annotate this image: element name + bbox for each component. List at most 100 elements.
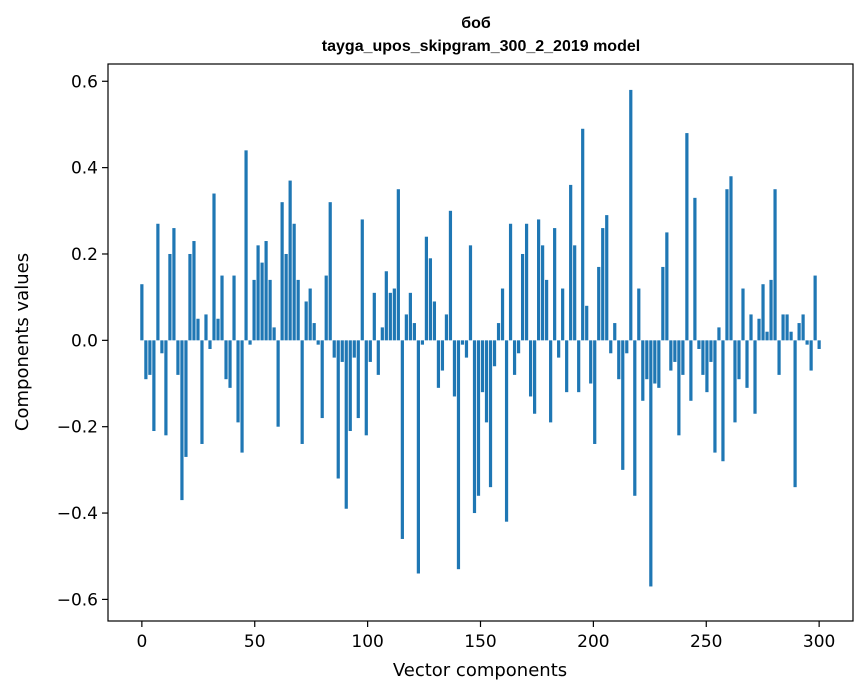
- bar: [641, 340, 645, 401]
- bar: [440, 340, 445, 371]
- bar: [661, 266, 665, 341]
- x-tick-label: 250: [690, 632, 722, 652]
- bar: [188, 253, 192, 341]
- bar: [805, 340, 809, 345]
- bar: [713, 340, 717, 453]
- bar: [284, 253, 288, 341]
- bar: [801, 314, 805, 341]
- bar: [605, 215, 609, 341]
- plot-frame: [107, 63, 854, 622]
- bar: [192, 241, 196, 341]
- bar: [701, 340, 705, 375]
- x-tick-label: 0: [136, 632, 147, 652]
- bar: [593, 340, 597, 444]
- x-axis-label: Vector components: [393, 660, 567, 681]
- bar: [705, 340, 709, 393]
- bar: [244, 150, 248, 341]
- bar: [512, 340, 517, 375]
- bar: [468, 245, 473, 341]
- bar: [569, 184, 573, 341]
- bar: [368, 340, 372, 362]
- bar: [300, 340, 304, 444]
- bar: [520, 253, 525, 341]
- bar: [184, 340, 188, 457]
- bar: [524, 223, 529, 341]
- bar: [508, 223, 513, 341]
- bar: [637, 288, 641, 341]
- bar: [248, 340, 252, 345]
- bar: [721, 340, 725, 462]
- bar: [156, 223, 160, 341]
- bar: [164, 340, 168, 436]
- bar: [589, 340, 593, 384]
- bar: [356, 340, 360, 419]
- x-tick-label: 100: [351, 632, 383, 652]
- y-tick-label: 0.0: [71, 331, 98, 351]
- bar: [573, 245, 577, 341]
- bar: [216, 318, 220, 341]
- bar: [597, 266, 601, 341]
- bar: [292, 223, 296, 341]
- x-axis-ticks: 0 50 100 150 200 250 300: [136, 621, 835, 652]
- bar: [813, 275, 817, 341]
- bar: [396, 189, 400, 341]
- bar: [617, 340, 621, 380]
- bar: [504, 340, 509, 522]
- bar: [144, 340, 148, 380]
- bar: [709, 340, 713, 362]
- bar: [140, 284, 144, 341]
- y-tick-label: −0.6: [57, 590, 98, 610]
- bar: [404, 314, 408, 341]
- bar: [609, 340, 613, 354]
- x-tick-label: 200: [577, 632, 609, 652]
- bar: [320, 340, 324, 419]
- bar: [561, 288, 565, 341]
- bar: [444, 314, 449, 341]
- bar: [256, 245, 260, 341]
- bar: [336, 340, 340, 479]
- bar: [741, 288, 745, 341]
- bar: [753, 340, 757, 414]
- bar: [412, 323, 416, 341]
- y-axis-ticks: −0.6 −0.4 −0.2 0.0 0.2 0.4 0.6: [57, 72, 108, 610]
- bar: [500, 288, 505, 341]
- bar: [629, 89, 633, 341]
- bar: [765, 331, 769, 341]
- bar: [236, 340, 240, 423]
- bar: [312, 323, 316, 341]
- bar: [685, 133, 689, 341]
- bar: [340, 340, 344, 362]
- bar: [601, 228, 605, 341]
- bar: [400, 340, 404, 539]
- bars: [140, 89, 821, 587]
- bar: [376, 340, 380, 375]
- y-tick-label: −0.2: [57, 418, 98, 438]
- bar: [673, 340, 677, 362]
- bar: [476, 340, 481, 496]
- bar: [228, 340, 232, 388]
- bar: [761, 284, 765, 341]
- bar: [428, 258, 433, 341]
- bar: [681, 340, 685, 375]
- bar: [484, 340, 489, 423]
- bar: [348, 340, 352, 432]
- bar: [272, 327, 276, 341]
- bar: [464, 340, 469, 358]
- bar: [344, 340, 348, 509]
- bar: [224, 340, 228, 380]
- bar: [328, 202, 332, 341]
- bar: [304, 301, 308, 341]
- bar: [541, 245, 545, 341]
- bar: [653, 340, 657, 384]
- bar: [212, 193, 216, 341]
- bar: [280, 202, 284, 341]
- bar: [657, 340, 661, 388]
- bar: [789, 331, 793, 341]
- bar: [152, 340, 156, 432]
- bar: [268, 279, 272, 341]
- bar: [737, 340, 741, 380]
- bar: [785, 314, 789, 341]
- bar: [388, 292, 392, 341]
- bar: [160, 340, 164, 354]
